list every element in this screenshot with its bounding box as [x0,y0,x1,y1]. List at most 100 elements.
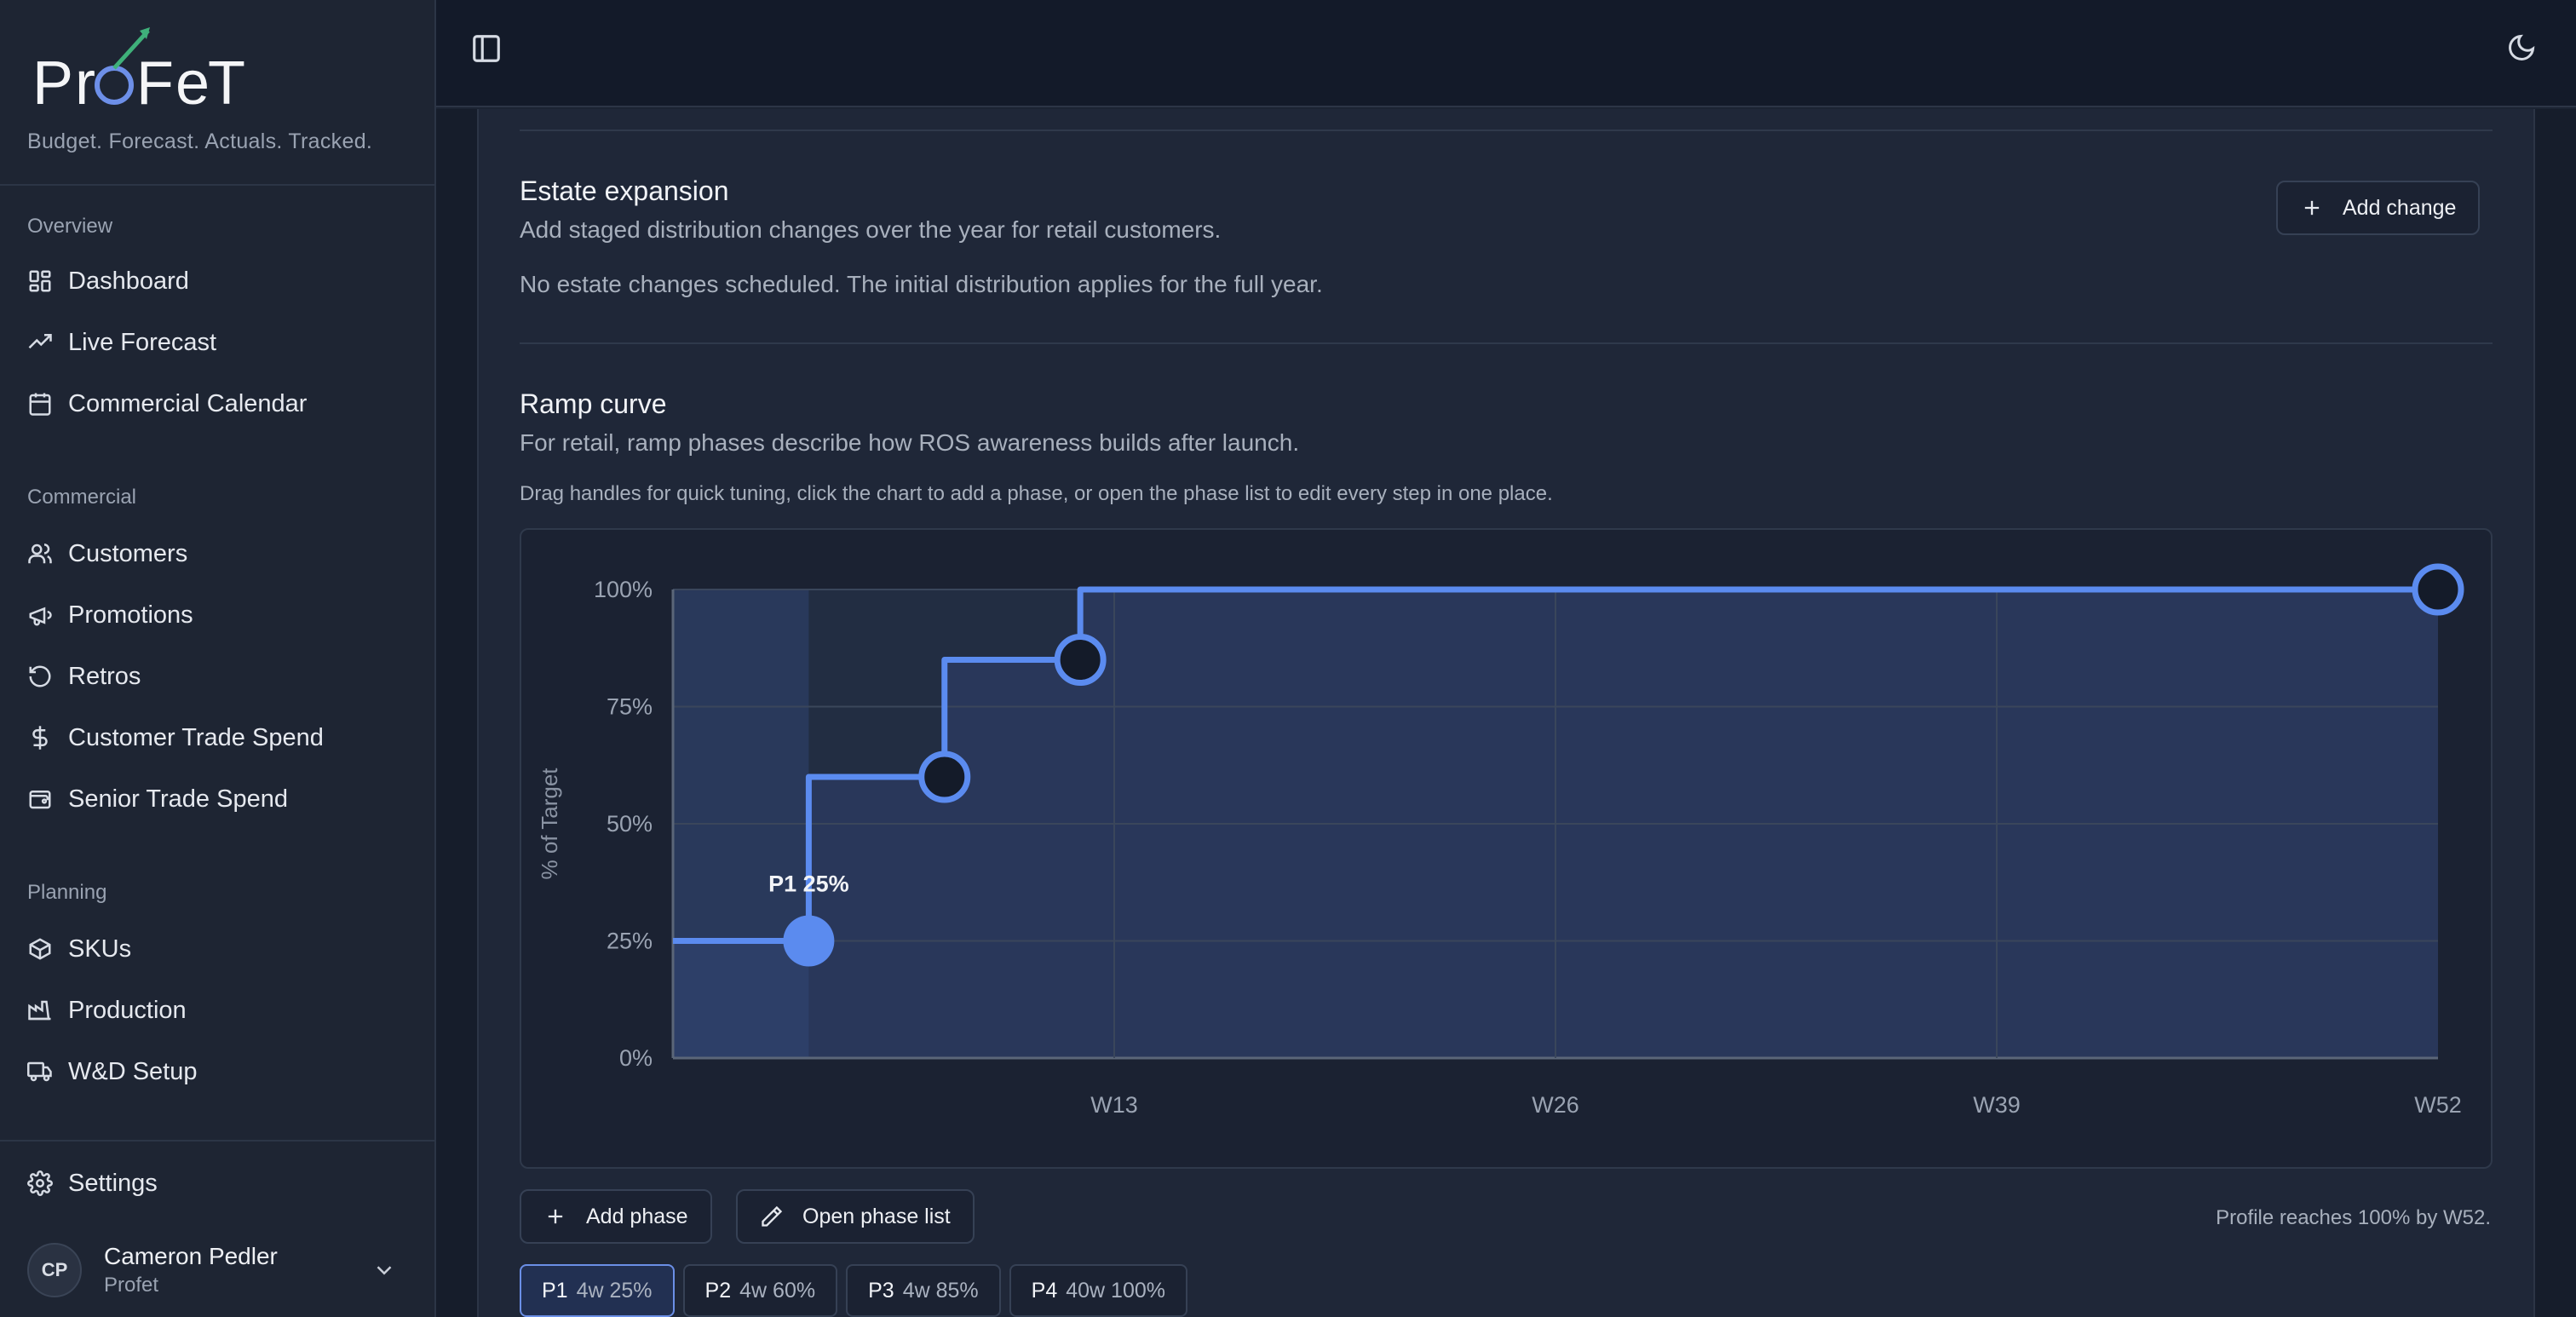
ramp-line [673,586,2438,944]
y-tick-label: 0% [619,1045,653,1071]
svg-text:e: e [175,49,210,118]
rotate-ccw-icon [29,665,51,687]
brand-logo[interactable]: Pr F e T [32,24,254,118]
user-name: Cameron Pedler [104,1243,278,1269]
y-tick-label: 25% [607,929,653,954]
section-title-commercial: Commercial [27,486,137,509]
section-title-planning: Planning [27,881,107,904]
sidebar-item-label: Settings [68,1169,158,1197]
ramp-hint: Drag handles for quick tuning, click the… [520,482,1553,505]
avatar: CP [27,1243,82,1297]
y-tick-label: 50% [607,811,653,837]
open-phase-list-label: Open phase list [802,1204,951,1228]
sidebar-item-label: W&D Setup [68,1057,198,1085]
svg-text:F: F [136,49,174,118]
sidebar-item-skus[interactable]: SKUs [27,925,411,973]
sidebar-item-label: Senior Trade Spend [68,785,288,813]
add-phase-label: Add phase [586,1204,688,1228]
user-menu[interactable]: CP Cameron Pedler Profet [27,1240,411,1300]
sidebar-item-label: SKUs [68,935,132,963]
sidebar-item-label: Production [68,996,187,1024]
dollar-icon [32,726,48,750]
chevron-down-icon[interactable] [371,1257,397,1283]
sidebar-item-label: Live Forecast [68,328,217,356]
phase-code: P1 [542,1278,568,1303]
svg-text:Pr: Pr [32,49,97,118]
pencil-icon [762,1205,783,1227]
x-tick-label: W26 [1532,1092,1579,1118]
trending-up-icon [28,334,52,349]
package-icon [29,938,51,960]
sidebar-item-label: Dashboard [68,267,189,295]
phase-chips: P1 4w 25% P2 4w 60% P3 4w 85% P4 40w 100… [520,1264,1187,1317]
ramp-description: For retail, ramp phases describe how ROS… [520,429,1300,456]
sidebar-item-label: Commercial Calendar [68,389,308,417]
y-tick-label: 75% [607,694,653,720]
sidebar-item-settings[interactable]: Settings [27,1159,411,1207]
phase-handle [1054,634,1107,686]
ramp-chart[interactable]: 0% 25% 50% 75% 100% W13 W26 W39 W52 % of Target P1… [520,528,2493,1169]
phase-detail: 4w 25% [576,1278,653,1303]
sidebar-item-dashboard[interactable]: Dashboard [27,257,411,305]
phase-code: P4 [1031,1278,1058,1303]
x-tick-label: W13 [1090,1092,1138,1118]
ramp-title: Ramp curve [520,388,667,419]
section-divider [520,129,2493,131]
factory-icon [28,1000,51,1021]
phase-detail: 4w 85% [902,1278,979,1303]
x-tick-label: W39 [1973,1092,2021,1118]
sidebar-item-senior-trade-spend[interactable]: Senior Trade Spend [27,775,411,823]
phase-handle [783,915,835,967]
megaphone-icon [29,607,52,626]
add-phase-button[interactable]: Add phase [520,1189,712,1244]
sidebar-toggle-icon[interactable] [470,32,503,65]
phase-detail: 4w 60% [739,1278,816,1303]
y-axis-label: % of Target [537,768,562,880]
users-icon [28,543,52,564]
calendar-icon [29,393,51,416]
sidebar-item-label: Promotions [68,601,193,629]
sidebar-divider [0,1140,434,1142]
open-phase-list-button[interactable]: Open phase list [736,1189,975,1244]
sidebar-item-customer-trade-spend[interactable]: Customer Trade Spend [27,714,411,762]
sidebar-item-live-forecast[interactable]: Live Forecast [27,319,411,366]
sidebar-item-label: Customer Trade Spend [68,723,324,751]
phase-chip-p2[interactable]: P2 4w 60% [682,1264,838,1317]
phase-chip-p3[interactable]: P3 4w 85% [846,1264,1001,1317]
phase-detail: 40w 100% [1066,1278,1165,1303]
sidebar-divider [0,184,434,186]
phase-code: P3 [868,1278,894,1303]
sidebar-item-label: Retros [68,662,141,690]
section-divider [520,342,2493,344]
plus-icon [548,1209,563,1224]
sidebar: Pr F e T Budget. Forecast. Actuals. Trac… [0,0,436,1317]
phase-handle [918,751,971,803]
add-change-button[interactable]: Add change [2276,181,2481,235]
truck-icon [27,1061,52,1082]
sidebar-item-label: Customers [68,539,188,567]
phase-handle [2412,563,2464,616]
moon-icon[interactable] [2506,32,2537,63]
brand-tagline: Budget. Forecast. Actuals. Tracked. [27,129,373,153]
plus-icon [2304,200,2320,216]
user-org: Profet [104,1274,159,1297]
estate-empty-message: No estate changes scheduled. The initial… [520,271,1323,297]
top-bar [436,0,2576,107]
sidebar-item-wd-setup[interactable]: W&D Setup [27,1048,411,1096]
phase-chip-p4[interactable]: P4 40w 100% [1009,1264,1187,1317]
section-title-overview: Overview [27,215,113,238]
profile-reach-text: Profile reaches 100% by W52. [2216,1206,2491,1229]
sidebar-item-production[interactable]: Production [27,986,411,1034]
gear-icon [27,1170,53,1196]
ramp-chart-svg[interactable]: 0% 25% 50% 75% 100% W13 W26 W39 W52 % of Target P1… [521,530,2494,1170]
phase-code: P2 [704,1278,732,1303]
phase-chip-p1[interactable]: P1 4w 25% [520,1264,675,1317]
svg-text:T: T [208,49,245,118]
sidebar-item-commercial-calendar[interactable]: Commercial Calendar [27,380,411,428]
sidebar-item-retros[interactable]: Retros [27,653,411,700]
sidebar-item-promotions[interactable]: Promotions [27,591,411,639]
estate-title: Estate expansion [520,175,729,206]
wallet-icon [29,791,51,809]
estate-description: Add staged distribution changes over the… [520,216,1222,243]
sidebar-item-customers[interactable]: Customers [27,530,411,578]
